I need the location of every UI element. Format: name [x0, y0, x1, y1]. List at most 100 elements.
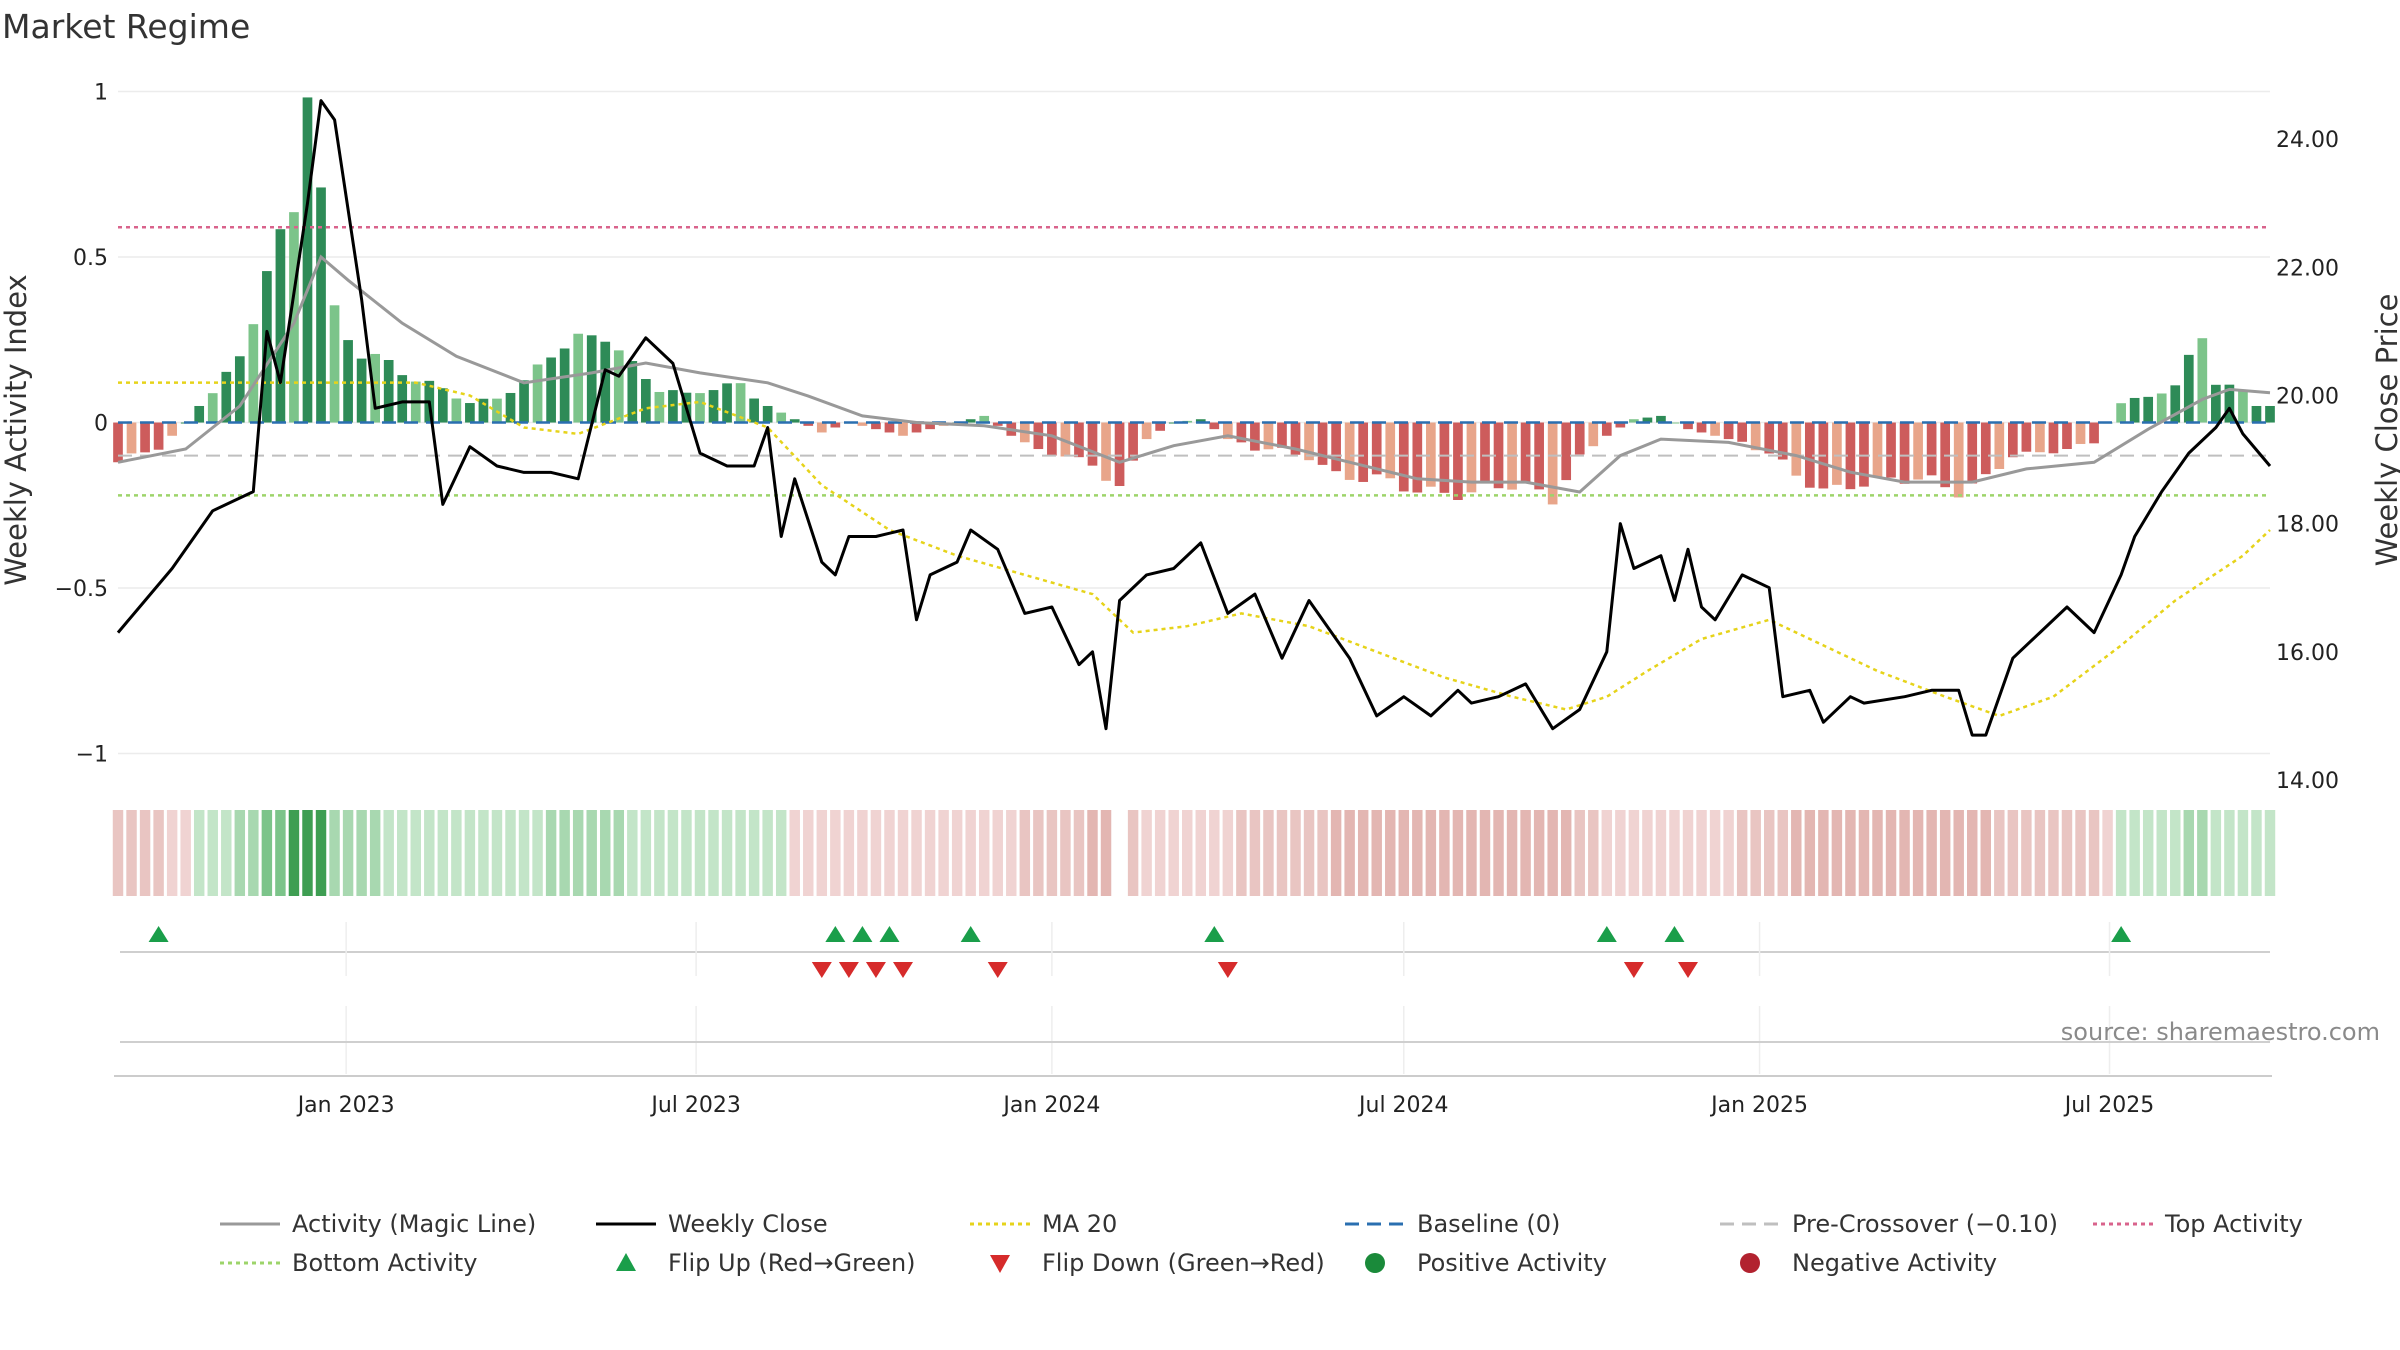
y-left-tick-label: −0.5	[55, 577, 108, 602]
activity-bar	[478, 398, 489, 423]
heat-cell	[1439, 810, 1450, 896]
heat-cell	[1479, 810, 1491, 896]
activity-bar	[1710, 422, 1720, 436]
activity-bar	[816, 422, 827, 433]
heat-cell	[775, 810, 787, 896]
x-tick-label: Jan 2023	[296, 1093, 395, 1118]
heat-cell	[180, 810, 191, 896]
activity-bar	[1439, 422, 1450, 493]
activity-bar	[1926, 422, 1937, 476]
heat-cell	[1141, 810, 1152, 896]
heat-cell	[884, 810, 895, 896]
activity-bar	[1723, 422, 1734, 440]
heat-cell	[1209, 810, 1220, 896]
legend-item: Top Activity	[2093, 1210, 2303, 1238]
heat-cell	[451, 810, 462, 896]
heat-cell	[572, 810, 584, 896]
ma20-line	[118, 381, 2271, 718]
activity-bar	[1263, 422, 1274, 450]
flip-up-marker	[2111, 926, 2132, 942]
activity-bar	[221, 371, 232, 423]
activity-bar	[1114, 422, 1125, 487]
activity-bar	[1101, 422, 1111, 481]
activity-bar	[1601, 422, 1612, 436]
activity-bar	[2251, 405, 2262, 423]
activity-bar	[992, 422, 1003, 426]
flip-up-marker	[1664, 926, 1685, 942]
heat-cell	[1912, 810, 1924, 896]
heat-cell	[1452, 810, 1464, 896]
heat-cell	[1425, 810, 1437, 896]
heat-cell	[1533, 810, 1545, 896]
activity-bar	[1764, 422, 1775, 454]
legend-label: Positive Activity	[1417, 1249, 1607, 1277]
activity-bar	[2143, 396, 2154, 423]
activity-bar	[1520, 422, 1531, 483]
flip-down-marker	[811, 962, 832, 978]
activity-bar	[1845, 422, 1856, 490]
activity-bar	[2089, 422, 2099, 444]
heat-cell	[2183, 810, 2195, 896]
activity-bar	[519, 380, 529, 423]
activity-bar	[2224, 384, 2235, 423]
heat-cell	[2088, 810, 2100, 896]
x-tick-label: Jul 2024	[1357, 1093, 1449, 1118]
activity-bar	[1426, 422, 1436, 487]
heat-cell	[1899, 810, 1910, 896]
activity-bar	[1358, 422, 1369, 482]
heat-cell	[694, 810, 706, 896]
heat-cell	[397, 810, 408, 896]
activity-bar	[776, 412, 787, 423]
heat-cell	[924, 810, 936, 896]
flip-down-marker	[865, 962, 886, 978]
activity-bar	[167, 422, 177, 436]
heat-cell	[654, 810, 665, 896]
y-left-tick-label: 0	[94, 412, 108, 437]
activity-bar	[1994, 422, 2005, 469]
activity-bar	[234, 356, 245, 423]
heat-cell	[139, 810, 151, 896]
heat-cell	[1073, 810, 1085, 896]
heat-cell	[1290, 810, 1301, 896]
activity-bar	[1250, 422, 1260, 451]
activity-bar	[1493, 422, 1504, 489]
activity-bar	[1629, 419, 1639, 423]
activity-bar	[1480, 422, 1490, 484]
activity-bar	[1980, 422, 1991, 475]
activity-bar	[505, 392, 516, 423]
legend: Activity (Magic Line) Weekly Close MA 20 Ba…	[220, 1210, 2303, 1277]
heat-cell	[2061, 810, 2073, 896]
legend-label: Flip Down (Green→Red)	[1042, 1249, 1325, 1277]
heat-cell	[1060, 810, 1071, 896]
legend-item: Flip Up (Red→Green)	[616, 1249, 916, 1277]
activity-bar	[627, 361, 638, 423]
heat-cell	[2210, 810, 2222, 896]
heat-cell	[1696, 810, 1707, 896]
activity-bar	[600, 341, 611, 423]
heat-cell	[1953, 810, 1964, 896]
heat-cell	[1236, 810, 1247, 896]
heat-cell	[2102, 810, 2113, 896]
heat-cell	[532, 810, 543, 896]
legend-item: Negative Activity	[1740, 1249, 1997, 1277]
heat-cell	[1412, 810, 1423, 896]
heat-cell	[1371, 810, 1382, 896]
flip-up-marker	[1204, 926, 1225, 942]
activity-bar	[2048, 422, 2059, 454]
regime-heat-strip	[112, 810, 2276, 896]
activity-bar	[1886, 422, 1896, 478]
heat-cell	[505, 810, 516, 896]
heat-cell	[1750, 810, 1761, 896]
activity-bar	[803, 422, 814, 426]
heat-cell	[1344, 810, 1355, 896]
heat-cell	[369, 810, 381, 896]
y-right-tick-label: 22.00	[2276, 256, 2339, 281]
heat-cell	[1804, 810, 1816, 896]
activity-bar	[1872, 422, 1883, 477]
activity-bar	[2021, 422, 2032, 452]
heat-cell	[112, 810, 124, 896]
heat-cell	[2156, 810, 2167, 896]
heat-cell	[613, 810, 625, 896]
reference-lines	[118, 226, 2270, 497]
